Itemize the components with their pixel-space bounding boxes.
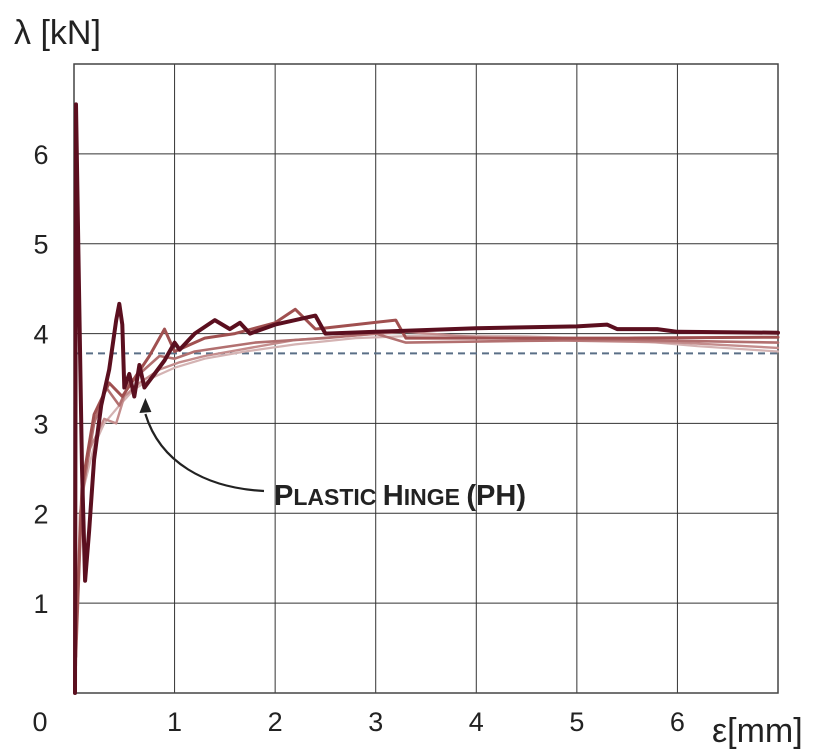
series-line-5: [73, 102, 780, 695]
series-group: [73, 102, 780, 695]
annotation-label: PLASTIC HINGE (PH): [274, 480, 526, 512]
y-axis-label: λ [kN]: [14, 14, 101, 52]
annotation-arrow: [144, 413, 265, 493]
annotation-arrowhead: [139, 398, 152, 413]
plot-frame: [73, 63, 779, 694]
y-tick-label: 6: [33, 140, 48, 170]
x-tick-label: 6: [670, 707, 685, 737]
x-tick-label: 4: [469, 707, 484, 737]
y-tick-labels: 1 2 3 4 5 6: [33, 140, 48, 619]
y-tick-label: 1: [33, 589, 48, 619]
series-line-4: [74, 307, 780, 641]
grid-lines: [74, 64, 778, 693]
x-tick-label: 5: [569, 707, 584, 737]
x-tick-label: 1: [167, 707, 182, 737]
x-axis-label: ε[mm]: [712, 712, 803, 750]
plastic-hinge-annotation: PLASTIC HINGE (PH): [139, 398, 526, 512]
x-tick-labels: 0 1 2 3 4 5 6: [32, 707, 684, 737]
y-tick-label: 4: [33, 320, 48, 350]
x-tick-label: 3: [368, 707, 383, 737]
y-tick-label: 5: [33, 230, 48, 260]
x-tick-label: 0: [32, 707, 47, 737]
y-tick-label: 2: [33, 499, 48, 529]
y-tick-label: 3: [33, 409, 48, 439]
x-tick-label: 2: [268, 707, 283, 737]
